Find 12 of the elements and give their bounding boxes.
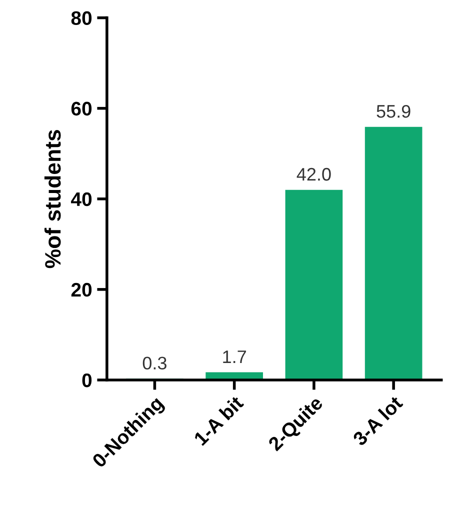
- y-tick-label: 40: [71, 192, 92, 206]
- y-tick-label: 0: [82, 373, 92, 388]
- y-tick-label: 20: [71, 282, 92, 297]
- x-tick-label: 3-A lot: [352, 394, 404, 447]
- y-tick-label: 80: [71, 11, 92, 26]
- y-axis-title: %of students: [44, 130, 61, 268]
- data-label: 55.9: [376, 104, 410, 118]
- data-label: 1.7: [223, 350, 246, 363]
- y-tick-label: 60: [71, 102, 92, 116]
- data-label: 42.0: [296, 168, 331, 181]
- data-label: 0.3: [142, 356, 166, 370]
- x-tick-label: 1-A bit: [192, 394, 244, 446]
